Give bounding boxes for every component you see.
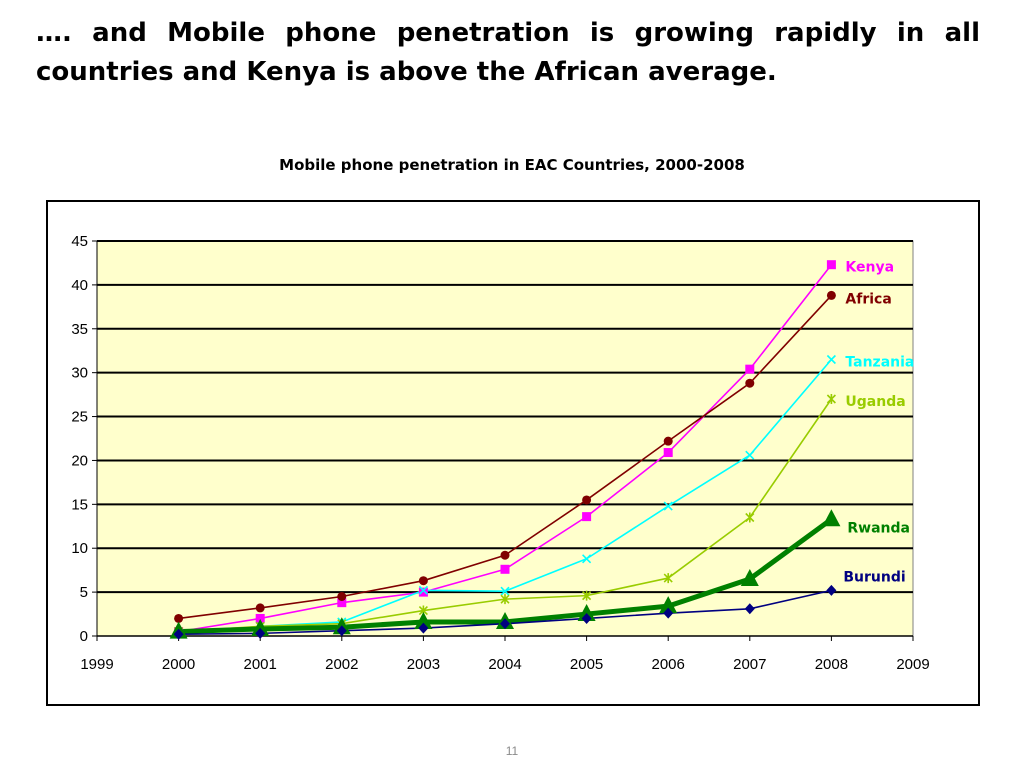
marker-africa-2003 (418, 576, 428, 586)
marker-kenya-2008 (826, 260, 836, 270)
x-tick-label-2008: 2008 (815, 656, 848, 673)
marker-burundi-2003 (418, 622, 429, 634)
marker-rwanda-2001 (251, 618, 270, 636)
marker-burundi-2004 (500, 618, 510, 630)
x-tick-label-2007: 2007 (733, 656, 766, 673)
x-tick-label-2003: 2003 (407, 656, 440, 673)
marker-burundi-2002 (336, 625, 347, 637)
marker-tanzania-2008 (826, 354, 836, 365)
plot-area (96, 240, 914, 637)
marker-africa-2008 (826, 290, 836, 300)
marker-uganda-2007 (745, 512, 755, 523)
x-tick-label-1999: 1999 (80, 656, 113, 673)
marker-rwanda-2003 (414, 611, 433, 629)
marker-burundi-2008 (826, 584, 837, 596)
chart-title: Mobile phone penetration in EAC Countrie… (279, 156, 745, 174)
axes: 0 5 10 15 20 25 30 35 40 45 1999 2000 2001 2002 2003 20… (71, 233, 929, 673)
marker-uganda-2006 (663, 573, 673, 584)
marker-uganda-2008 (826, 394, 836, 404)
y-tick-label-35: 35 (71, 321, 88, 338)
y-tick-label-30: 30 (71, 365, 88, 382)
marker-tanzania-2003 (418, 585, 428, 595)
y-tick-label-10: 10 (71, 540, 88, 557)
marker-kenya-2007 (745, 364, 755, 374)
x-tick-label-2009: 2009 (896, 656, 929, 673)
y-tick-label-20: 20 (71, 452, 88, 469)
gridlines (97, 240, 913, 594)
marker-africa-2001 (255, 603, 265, 613)
marker-africa-2002 (337, 592, 347, 601)
marker-kenya-2004 (500, 564, 510, 574)
x-tick-label-2002: 2002 (325, 656, 358, 673)
x-tick-label-2001: 2001 (244, 656, 277, 673)
x-tick-label-2006: 2006 (652, 656, 685, 673)
y-tick-label-5: 5 (80, 584, 88, 601)
y-tick-label-15: 15 (71, 496, 88, 513)
marker-burundi-2005 (581, 612, 592, 624)
series-label-rwanda: Rwanda (847, 520, 910, 536)
series-markers (169, 260, 841, 640)
marker-africa-2004 (500, 550, 510, 560)
marker-kenya-2006 (663, 448, 673, 458)
marker-rwanda-2007 (740, 568, 759, 586)
series-label-africa: Africa (845, 291, 891, 307)
marker-rwanda-2006 (659, 596, 678, 614)
x-tick-label-2000: 2000 (162, 656, 195, 673)
page-number: 11 (505, 744, 519, 758)
series-labels: Kenya Africa Tanzania Uganda Rwanda Burundi (843, 260, 914, 586)
marker-uganda-2005 (582, 590, 592, 601)
marker-africa-2007 (745, 378, 755, 388)
marker-kenya-2003 (418, 587, 428, 597)
y-tick-label-0: 0 (80, 628, 88, 645)
series-label-tanzania: Tanzania (845, 355, 914, 371)
marker-tanzania-2004 (500, 586, 510, 596)
x-tick-label-2004: 2004 (488, 656, 521, 673)
marker-rwanda-2005 (577, 604, 596, 622)
marker-africa-2005 (582, 495, 592, 505)
marker-kenya-2005 (582, 512, 592, 522)
series-label-burundi: Burundi (843, 569, 905, 585)
marker-burundi-2001 (255, 627, 266, 639)
series-label-uganda: Uganda (845, 394, 905, 410)
series-label-kenya: Kenya (845, 260, 894, 276)
marker-tanzania-2007 (745, 450, 755, 460)
marker-burundi-2006 (663, 607, 674, 619)
marker-tanzania-2005 (582, 554, 592, 564)
marker-tanzania-2006 (663, 501, 673, 511)
line-chart: 0 5 10 15 20 25 30 35 40 45 1999 2000 2001 2002 2003 20… (71, 233, 929, 673)
chart-frame: 0 5 10 15 20 25 30 35 40 45 1999 2000 2001 2002 2003 20… (46, 200, 980, 706)
marker-africa-2000 (174, 613, 184, 623)
marker-kenya-2001 (255, 613, 265, 623)
slide-heading: …. and Mobile phone penetration is growi… (36, 18, 980, 87)
marker-kenya-2002 (337, 598, 347, 608)
y-tick-label-45: 45 (71, 233, 88, 250)
marker-burundi-2007 (744, 603, 755, 615)
y-tick-label-40: 40 (71, 277, 88, 294)
x-tick-label-2005: 2005 (570, 656, 603, 673)
marker-rwanda-2008 (822, 509, 841, 527)
marker-uganda-2004 (500, 594, 510, 605)
marker-africa-2006 (663, 436, 673, 446)
marker-burundi-2000 (173, 628, 184, 640)
y-tick-label-25: 25 (71, 409, 88, 426)
